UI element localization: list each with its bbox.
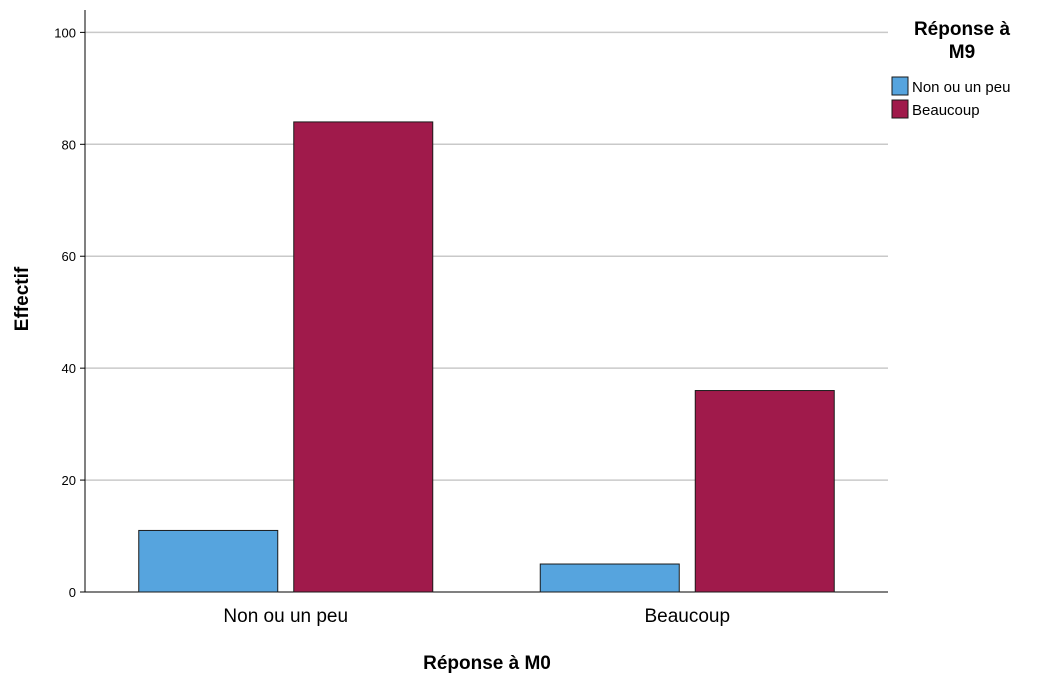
- legend: Réponse à M9 Non ou un peu Beaucoup: [891, 19, 1011, 119]
- legend-label: Non ou un peu: [912, 79, 1010, 96]
- y-tick-labels: 0 20 40 60 80 100: [54, 25, 85, 600]
- bar: [539, 563, 680, 593]
- legend-label: Beaucoup: [912, 102, 980, 119]
- y-tick-label: 80: [62, 137, 76, 152]
- bar: [138, 529, 279, 593]
- legend-title-line-1: Réponse à: [914, 19, 1011, 40]
- bars: [138, 121, 835, 593]
- x-category-label: Beaucoup: [644, 606, 730, 627]
- bar: [694, 390, 835, 593]
- x-axis-title: Réponse à M0: [423, 653, 551, 674]
- bar: [293, 121, 434, 593]
- legend-items: Non ou un peu Beaucoup: [891, 76, 1010, 119]
- x-category-label: Non ou un peu: [223, 606, 348, 627]
- y-tick-label: 100: [54, 25, 76, 40]
- y-tick-label: 40: [62, 361, 76, 376]
- x-category-labels: Non ou un peu Beaucoup: [223, 606, 730, 627]
- legend-swatch: [891, 76, 909, 96]
- y-tick-label: 20: [62, 473, 76, 488]
- legend-title-line-2: M9: [949, 42, 975, 63]
- y-tick-label: 60: [62, 249, 76, 264]
- legend-swatch: [891, 99, 909, 119]
- y-tick-label: 0: [69, 585, 76, 600]
- y-axis-title: Effectif: [12, 266, 33, 331]
